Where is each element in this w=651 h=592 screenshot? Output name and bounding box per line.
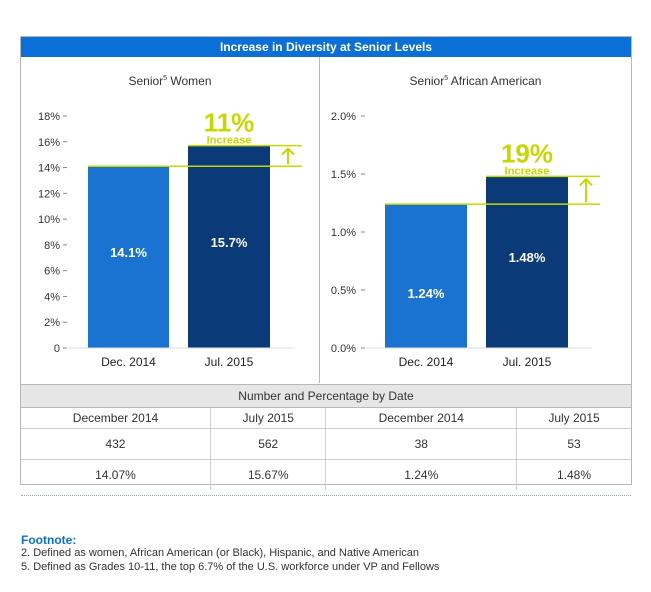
- y-tick-label: 8%: [44, 240, 60, 252]
- increase-percent-label: 19%: [501, 138, 553, 168]
- y-tick-label: 2%: [44, 317, 60, 329]
- y-tick-label: 0.0%: [331, 343, 356, 355]
- y-tick-label: 1.5%: [331, 169, 356, 181]
- bar: [88, 166, 169, 348]
- table-header: December 2014: [325, 408, 518, 429]
- table-header: July 2015: [516, 408, 631, 429]
- figure-title: Increase in Diversity at Senior Levels: [21, 37, 631, 57]
- table-row: 14.07% 15.67% 1.24% 1.48%: [21, 459, 631, 490]
- footnote-line: 2. Defined as women, African American (o…: [21, 547, 420, 559]
- x-category-label: Dec. 2014: [399, 355, 454, 369]
- table-header-row: December 2014 July 2015 December 2014 Ju…: [21, 408, 631, 429]
- increase-arrow-head: [281, 147, 295, 156]
- y-tick-label: 18%: [38, 111, 60, 123]
- y-tick-label: 6%: [44, 266, 60, 278]
- y-tick-label: 1.0%: [331, 227, 356, 239]
- increase-percent-label: 11%: [204, 108, 255, 138]
- table-title: Number and Percentage by Date: [21, 384, 631, 408]
- footnote-line: 5. Defined as Grades 10-11, the top 6.7%…: [21, 561, 440, 573]
- bar-value-label: 14.1%: [110, 245, 147, 260]
- table-cell: 562: [210, 428, 327, 460]
- y-tick-label: 0.5%: [331, 285, 356, 297]
- panel-title-women: Senior5 Women: [128, 74, 212, 88]
- table-cell: 15.67%: [210, 459, 327, 490]
- table-cell: 1.48%: [557, 468, 592, 482]
- table-cell: 1.24%: [325, 459, 518, 490]
- table-cell: 432: [21, 428, 211, 460]
- panel-divider: [319, 57, 320, 383]
- y-tick-label: 2.0%: [331, 111, 356, 123]
- bar-value-label: 1.24%: [408, 286, 445, 301]
- footnote-title: Footnote:: [21, 533, 77, 547]
- table-cell: 14.07%: [21, 459, 211, 490]
- bar-value-label: 1.48%: [509, 250, 546, 265]
- y-tick-label: 14%: [38, 163, 60, 175]
- y-tick-label: 0: [54, 343, 60, 355]
- table-row: 432 562 38 53: [21, 428, 631, 460]
- data-table: Number and Percentage by Date December 2…: [21, 384, 631, 490]
- increase-word-label: Increase: [505, 165, 550, 177]
- increase-word-label: Increase: [207, 135, 252, 147]
- x-category-label: Jul. 2015: [503, 355, 552, 369]
- table-header: July 2015: [210, 408, 327, 429]
- table-header: December 2014: [21, 408, 211, 429]
- bar: [486, 176, 568, 348]
- y-tick-label: 12%: [38, 188, 60, 200]
- y-tick-label: 10%: [38, 214, 60, 226]
- bar: [188, 145, 270, 348]
- bar-value-label: 15.7%: [211, 235, 248, 250]
- bar: [385, 204, 467, 348]
- table-cell: 38: [325, 428, 518, 460]
- y-tick-label: 16%: [38, 137, 60, 149]
- bar-charts: 0 2% 4% 6% 8% 10% 12% 14% 16% 18% 14.1% Dec. 2014 15…: [38, 108, 600, 369]
- x-category-label: Jul. 2015: [205, 355, 254, 369]
- y-tick-label: 4%: [44, 291, 60, 303]
- dotted-divider: [21, 495, 631, 496]
- increase-arrow-head: [579, 177, 593, 187]
- x-category-label: Dec. 2014: [101, 355, 156, 369]
- panel-title-african-american: Senior5 African American: [409, 74, 542, 88]
- table-cell: 53: [516, 428, 631, 460]
